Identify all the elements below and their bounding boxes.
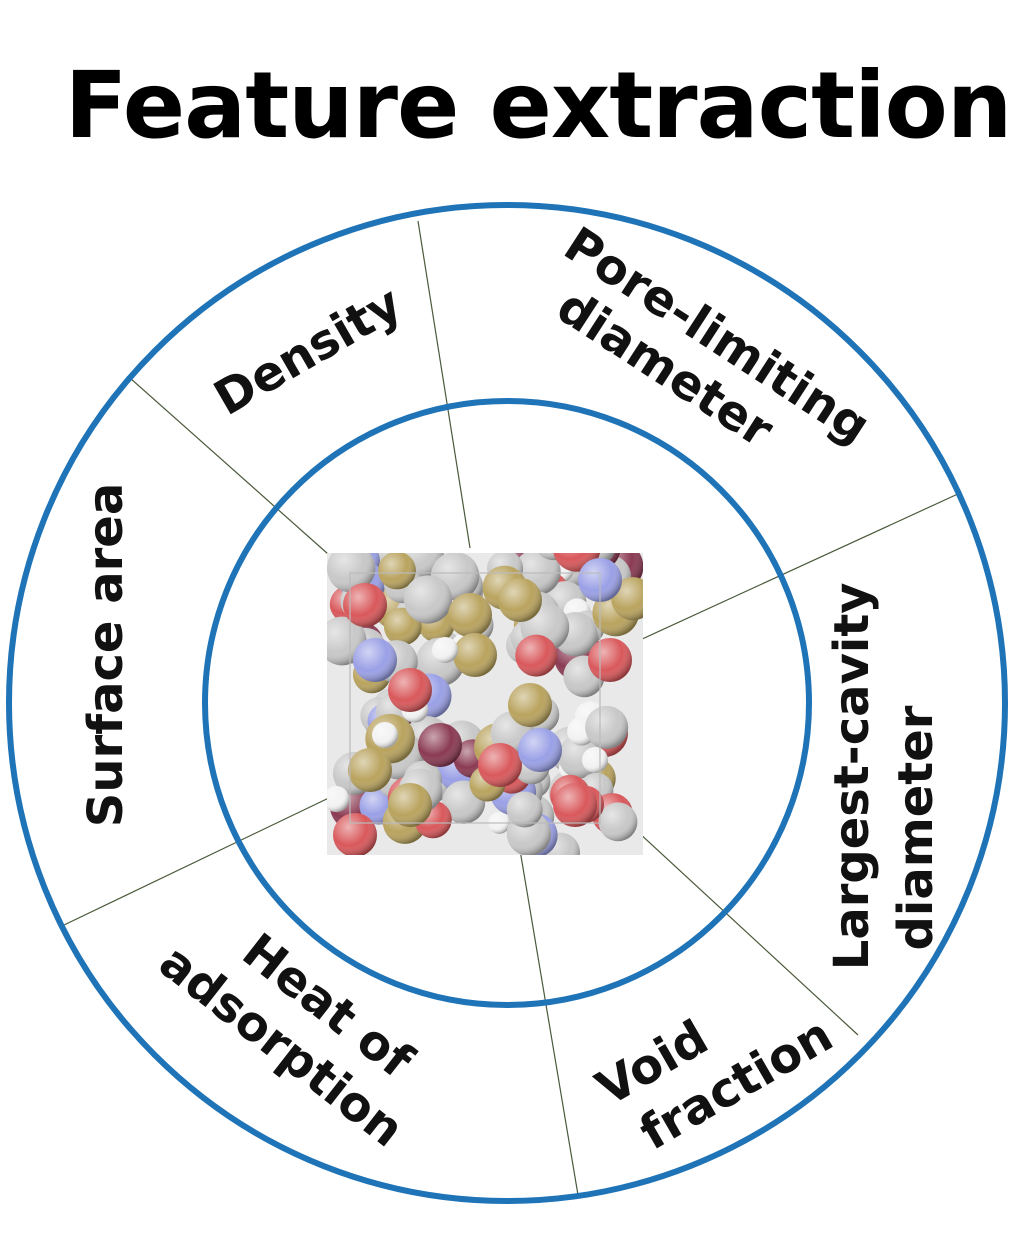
label-pore-limiting-diameter: Pore-limiting diameter	[524, 216, 894, 511]
inner-ring	[202, 398, 812, 1008]
atom-sphere	[478, 743, 522, 787]
segment-divider-line	[639, 492, 961, 641]
segment-dividers	[63, 220, 961, 1196]
atom-sphere	[588, 638, 632, 682]
segment-divider-line	[129, 377, 356, 579]
atom-sphere	[403, 575, 453, 624]
page-title: Feature extraction	[64, 52, 1013, 159]
atom-sphere	[418, 723, 462, 767]
atom-sphere	[448, 593, 492, 637]
label-heat-of-adsorption: Heat of adsorption	[149, 887, 451, 1159]
atom-sphere	[353, 638, 397, 682]
atom-sphere	[518, 728, 562, 772]
unit-cell-outline	[349, 572, 601, 824]
label-void-fraction: Void fraction	[587, 955, 842, 1169]
label-surface-area: Surface area	[78, 483, 134, 827]
atom-sphere	[498, 578, 542, 622]
label-largest-cavity-diameter: Largest-cavity diameter	[824, 566, 944, 971]
atom-sphere	[432, 637, 458, 663]
atom-sphere	[388, 668, 432, 712]
atom-sphere	[562, 553, 589, 559]
segment-divider-line	[624, 819, 859, 1036]
atom-sphere	[585, 705, 629, 749]
atom-sphere	[327, 785, 350, 813]
atom-sphere	[372, 722, 398, 748]
segment-divider-line	[519, 849, 579, 1196]
atom-sphere	[553, 783, 597, 827]
molecular-structure-image	[327, 553, 643, 855]
atom-sphere	[343, 583, 387, 627]
segment-divider-line	[63, 794, 336, 926]
atom-sphere	[333, 813, 377, 855]
atom-sphere	[506, 791, 543, 828]
atom-sphere	[508, 683, 552, 727]
atom-sphere	[378, 553, 416, 590]
atom-sphere	[348, 748, 392, 792]
atom-sphere	[598, 802, 638, 842]
outer-ring	[6, 202, 1008, 1204]
atom-sphere	[582, 747, 608, 773]
atom-sphere	[453, 633, 497, 677]
atom-sphere	[515, 634, 558, 677]
atom-sphere	[388, 783, 432, 827]
segment-divider-line	[417, 220, 471, 549]
label-density: Density	[205, 275, 411, 426]
